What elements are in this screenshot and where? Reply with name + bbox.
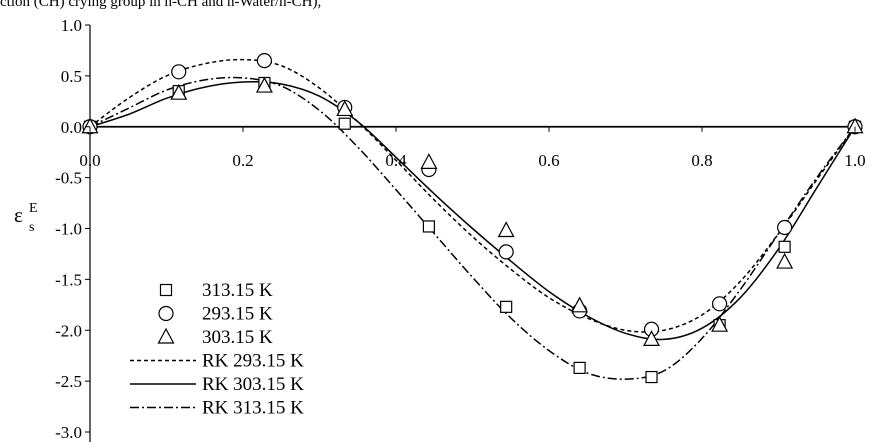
data-point-square [338,117,351,130]
x-axis-ticks: 0.0 0.2 0.4 0.6 0.8 1.0 [79,126,866,170]
legend-label: 303.15 K [202,327,273,348]
legend-label: 313.15 K [202,280,273,301]
legend-label: 293.15 K [202,304,273,325]
legend-label: RK 313.15 K [202,398,304,419]
y-tick-label: 1.0 [61,16,82,35]
data-point-square [573,361,586,374]
y-axis-label-main: ε [14,203,23,227]
x-tick-label: 0.2 [232,151,253,170]
x-tick-label: 0.8 [691,151,712,170]
y-axis-label-superscript: E [29,201,38,216]
data-point-triangle [846,117,864,134]
x-tick-label: 0.4 [385,151,407,170]
x-tick-label: 0.0 [79,151,100,170]
x-tick-label: 0.6 [538,151,559,170]
legend-marker-triangle [157,327,175,344]
y-tick-label: -0.5 [55,169,82,188]
data-point-triangle [81,117,99,134]
y-axis-ticks: 1.0 0.5 0.0 -0.5 -1.0 -1.5 -2.0 -2.5 -3.0 [55,16,90,442]
data-point-triangle [336,100,354,117]
legend-marker-square [159,283,173,297]
data-point-triangle [170,83,188,100]
y-tick-label: -1.5 [55,270,82,289]
data-point-circle [256,53,273,69]
data-point-square [778,240,791,253]
data-point-square [500,300,513,313]
y-tick-label: -3.0 [55,423,82,442]
data-point-triangle [711,315,729,332]
data-point-triangle [255,76,273,93]
data-point-triangle [776,252,794,269]
data-point-circle [777,219,793,236]
figure-caption-fragment: ction (CH) crying group in n-CH and n-Wa… [0,0,322,10]
data-point-triangle [571,296,589,313]
y-tick-label: -1.0 [55,220,82,239]
legend-label: RK 293.15 K [202,351,304,372]
series-line-dash-dot [89,76,856,380]
y-tick-label: 0.5 [61,67,82,86]
data-point-circle [171,64,187,80]
y-tick-label: 0.0 [61,118,82,137]
data-point-triangle [643,330,661,347]
y-tick-label: -2.5 [55,372,82,391]
data-point-square [422,220,435,233]
legend-label: RK 303.15 K [202,374,304,395]
fitted-curves [89,58,856,380]
data-point-square [645,370,658,384]
data-point-triangle [497,221,515,238]
y-axis-label: ε s E [14,201,38,235]
data-markers [81,53,864,384]
x-tick-label: 1.0 [844,151,865,170]
y-axis-label-subscript: s [29,220,34,235]
series-line-solid [89,81,856,341]
data-point-circle [498,244,514,260]
data-point-triangle [420,153,438,169]
y-tick-label: -2.0 [55,321,82,340]
data-point-circle [711,296,728,312]
legend-marker-circle [158,305,174,322]
